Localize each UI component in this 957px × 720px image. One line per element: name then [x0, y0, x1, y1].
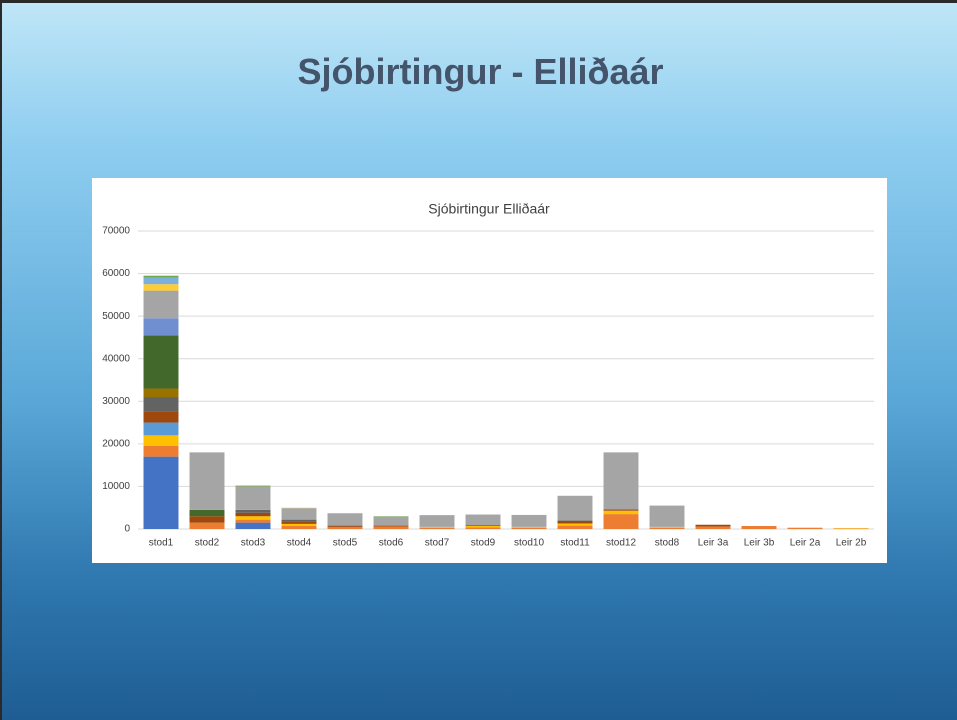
bar-segment [650, 528, 685, 529]
bar-segment [282, 524, 317, 526]
bar-segment [144, 446, 179, 457]
bar-segment [144, 276, 179, 278]
bar-segment [374, 517, 409, 526]
y-tick-label: 30000 [102, 396, 130, 407]
chart: Sjóbirtingur Elliðaár 0 10000 20000 30000 40… [92, 178, 887, 563]
bar-segment [236, 486, 271, 487]
bar-segment [190, 516, 225, 522]
bar-segment [144, 435, 179, 446]
bar-segment [236, 513, 271, 516]
x-tick-label: Leir 2b [836, 538, 867, 549]
y-tick-label: 50000 [102, 311, 130, 322]
bar-segment [144, 318, 179, 335]
slide-title: Sjóbirtingur - Elliðaár [2, 51, 957, 93]
bar-segment [374, 526, 409, 529]
x-tick-label: stod5 [333, 538, 358, 549]
bar-segment [604, 452, 639, 509]
bar-segment [604, 511, 639, 514]
x-tick-label: stod6 [379, 538, 404, 549]
bar-segment [144, 284, 179, 290]
x-tick-label: Leir 3a [698, 538, 729, 549]
bar-segment [328, 514, 363, 526]
bar-segment [558, 521, 593, 524]
bar-segment [466, 515, 501, 526]
bar-segment [144, 457, 179, 529]
x-tick-label: Leir 3b [744, 538, 775, 549]
bar-segment [236, 510, 271, 513]
bar-segment [788, 528, 823, 529]
y-tick-label: 40000 [102, 353, 130, 364]
bar-segment [420, 528, 455, 529]
y-tick-label: 60000 [102, 268, 130, 279]
bar-segment [742, 526, 777, 529]
bar-segment [144, 389, 179, 398]
bar-segment [558, 496, 593, 521]
bar-segment [282, 508, 317, 519]
bar-segment [512, 528, 547, 529]
bar-segment [236, 516, 271, 519]
bar-segment [512, 527, 547, 528]
bar-segment [144, 397, 179, 412]
bar-segment [466, 527, 501, 529]
x-tick-label: stod12 [606, 538, 636, 549]
bar-segment [374, 526, 409, 527]
bar-segment [604, 509, 639, 510]
x-tick-label: stod2 [195, 538, 220, 549]
x-tick-label: Leir 2a [790, 538, 821, 549]
bar-segment [190, 452, 225, 509]
bar-segment [420, 515, 455, 516]
bar-segment [144, 278, 179, 284]
bar-segment [420, 527, 455, 528]
y-tick-label: 20000 [102, 438, 130, 449]
bar-segment [328, 527, 363, 529]
bar-segment [558, 523, 593, 525]
bar-segment [512, 515, 547, 527]
bar-segment [650, 527, 685, 528]
bar-segment [604, 514, 639, 529]
bar-segment [696, 525, 731, 527]
bar-segment [144, 291, 179, 319]
chart-title: Sjóbirtingur Elliðaár [428, 201, 550, 217]
bar-segment [696, 526, 731, 529]
bar-segment [282, 526, 317, 529]
bar-segment [282, 520, 317, 522]
bar-segment [650, 506, 685, 527]
bar-segment [144, 335, 179, 388]
x-tick-label: stod1 [149, 538, 174, 549]
bar-segment [190, 523, 225, 529]
bar-segment [466, 526, 501, 527]
bar-segment [466, 525, 501, 526]
x-tick-label: stod11 [560, 538, 590, 549]
bar-segment [144, 412, 179, 423]
bar-segment [558, 526, 593, 529]
x-tick-label: stod3 [241, 538, 266, 549]
bar-segment [328, 526, 363, 527]
y-tick-label: 10000 [102, 481, 130, 492]
x-tick-label: stod10 [514, 538, 544, 549]
x-tick-label: stod8 [655, 538, 680, 549]
x-tick-label: stod9 [471, 538, 496, 549]
y-tick-label: 0 [124, 524, 130, 535]
bar-segment [236, 523, 271, 529]
bar-segment [144, 423, 179, 436]
bar-segment [190, 510, 225, 516]
bar-segment [236, 486, 271, 509]
bar-segment [420, 516, 455, 527]
bar-segment [282, 521, 317, 524]
y-tick-label: 70000 [102, 226, 130, 237]
bar-segment [236, 520, 271, 523]
x-tick-label: stod4 [287, 538, 312, 549]
slide: Sjóbirtingur - Elliðaár Sjóbirtingur Ell… [0, 0, 957, 720]
x-tick-label: stod7 [425, 538, 450, 549]
